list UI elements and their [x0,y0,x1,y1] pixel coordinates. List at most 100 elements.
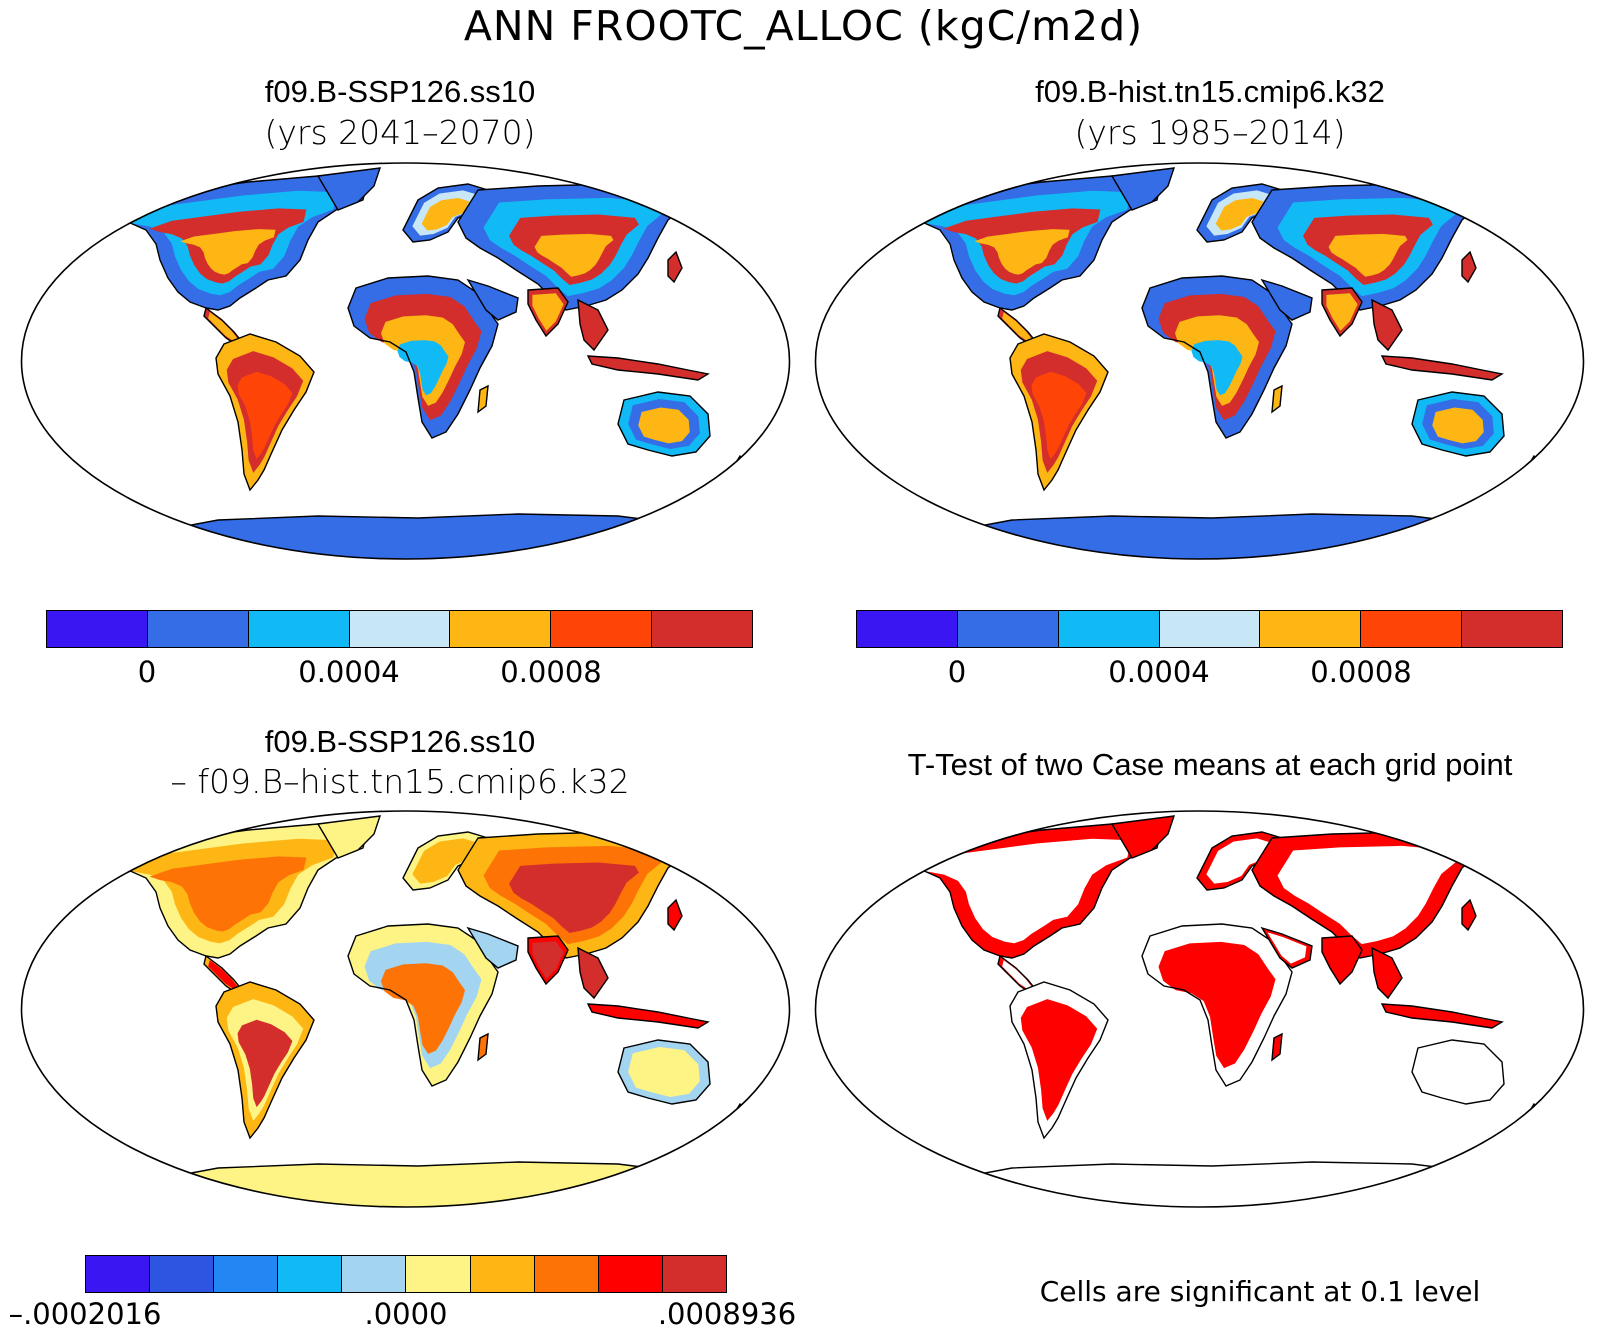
colorbar-swatch [662,1256,726,1292]
coastline-arabia [1260,926,1313,969]
land-centralAmerica [208,960,238,990]
land-arabia [1267,932,1307,964]
colorbar-swatch [349,611,451,647]
coastline-india [1321,287,1363,338]
colorbar-swatch [406,1256,471,1292]
coastline-japan [667,250,683,284]
land-india [532,941,564,979]
map-top-left [20,162,791,560]
coastline-india [527,935,569,986]
colorbar-swatch [1462,611,1563,647]
panel-title-top-right: f09.B-hist.tn15.cmip6.k32 [1035,74,1385,109]
land-greenland [318,816,380,858]
land-seAsia [1372,300,1402,350]
colorbar-swatch [652,611,753,647]
map-border [814,810,1585,1208]
land-greenland [1112,168,1174,210]
colorbar-swatch [342,1256,407,1292]
coastline-australia [1411,391,1505,457]
coastline-india [1321,935,1363,986]
colorbar-swatch [1260,611,1362,647]
coastline-seAsia [1371,298,1403,352]
land-indonesia [588,1004,708,1028]
coastline-indonesia [1380,1003,1504,1029]
colorbar-swatch [278,1256,343,1292]
colorbar-tick-label: 0.0004 [298,655,400,689]
coastline-seAsia [1371,946,1403,1000]
coastline-southAmerica [215,981,315,1140]
land-arabia [468,928,518,968]
land-southAmerica [237,371,293,460]
land-arabia [1262,280,1312,320]
figure-title: ANN FROOTC_ALLOC (kgC/m2d) [463,2,1144,50]
map-bottom-right [814,810,1585,1208]
land-centralAmerica [1002,960,1032,990]
coastline-seAsia [577,946,609,1000]
land-europe [421,198,470,231]
land-indonesia [1382,1004,1502,1028]
land-australia [628,1047,700,1097]
land-australia [1432,407,1484,444]
coastline-madagascar [477,1032,489,1062]
colorbar-swatch [598,1256,663,1292]
land-northAmerica [974,229,1070,275]
land-asia [534,233,614,277]
colorbar-swatch [47,611,148,647]
coastline-africa [347,275,499,439]
colorbar-swatch [150,1256,215,1292]
coastline-japan [1461,250,1477,284]
colorbar-swatch [551,611,653,647]
colorbar-top-right [856,610,1563,648]
land-africa [397,340,449,396]
land-greenland [1112,816,1174,858]
colorbar-tick-label: .0008936 [657,1297,797,1331]
coastline-madagascar [1271,384,1283,414]
coastline-australia [617,391,711,457]
land-southAmerica [237,1019,293,1108]
land-asia [509,862,639,934]
colorbar-tick-label: –.0002016 [8,1297,162,1331]
coastline-southAmerica [1009,981,1109,1140]
land-southAmerica [1031,371,1087,460]
coastline-arabia [1260,278,1313,321]
coastline-africa [1141,275,1293,439]
colorbar-tick-label: 0 [137,655,157,689]
panel-title-top-left: f09.B-SSP126.ss10 [264,74,536,109]
land-centralAmerica [208,312,238,342]
map-top-right [814,162,1585,560]
land-africa [1191,340,1243,396]
colorbar-tick-label: .0000 [364,1297,448,1331]
colorbar-tick-label: 0.0008 [500,655,602,689]
colorbar-swatch [957,611,1059,647]
land-africa [1158,941,1276,1069]
colorbar-tick-label: 0.0008 [1310,655,1412,689]
colorbar-swatch [147,611,249,647]
land-india [532,293,564,331]
colorbar-bottom-left [85,1255,727,1293]
land-indonesia [1382,356,1502,380]
coastline-indonesia [586,1003,710,1029]
coastline-africa [347,923,499,1087]
coastline-madagascar [1271,1032,1283,1062]
coastline-greenland [1110,815,1176,859]
land-northAmerica [912,838,1132,944]
panel-subtitle-top-left: (yrs 2041–2070) [264,113,536,152]
coastline-australia [617,1039,711,1105]
coastline-indonesia [586,355,710,381]
coastline-greenland [316,815,382,859]
panel-title-bottom-left: f09.B-SSP126.ss10 [264,724,536,759]
land-india [1326,293,1358,331]
colorbar-tick-label: 0.0004 [1108,655,1210,689]
coastline-arabia [466,278,519,321]
colorbar-swatch [534,1256,599,1292]
land-seAsia [1372,948,1402,998]
colorbar-swatch [1058,611,1160,647]
coastline-japan [1461,898,1477,932]
coastline-madagascar [477,384,489,414]
colorbar-swatch [470,1256,535,1292]
coastline-greenland [1110,167,1176,211]
panel-subtitle-top-right: (yrs 1985–2014) [1074,113,1346,152]
land-arabia [468,280,518,320]
colorbar-swatch [248,611,350,647]
coastline-india [527,287,569,338]
